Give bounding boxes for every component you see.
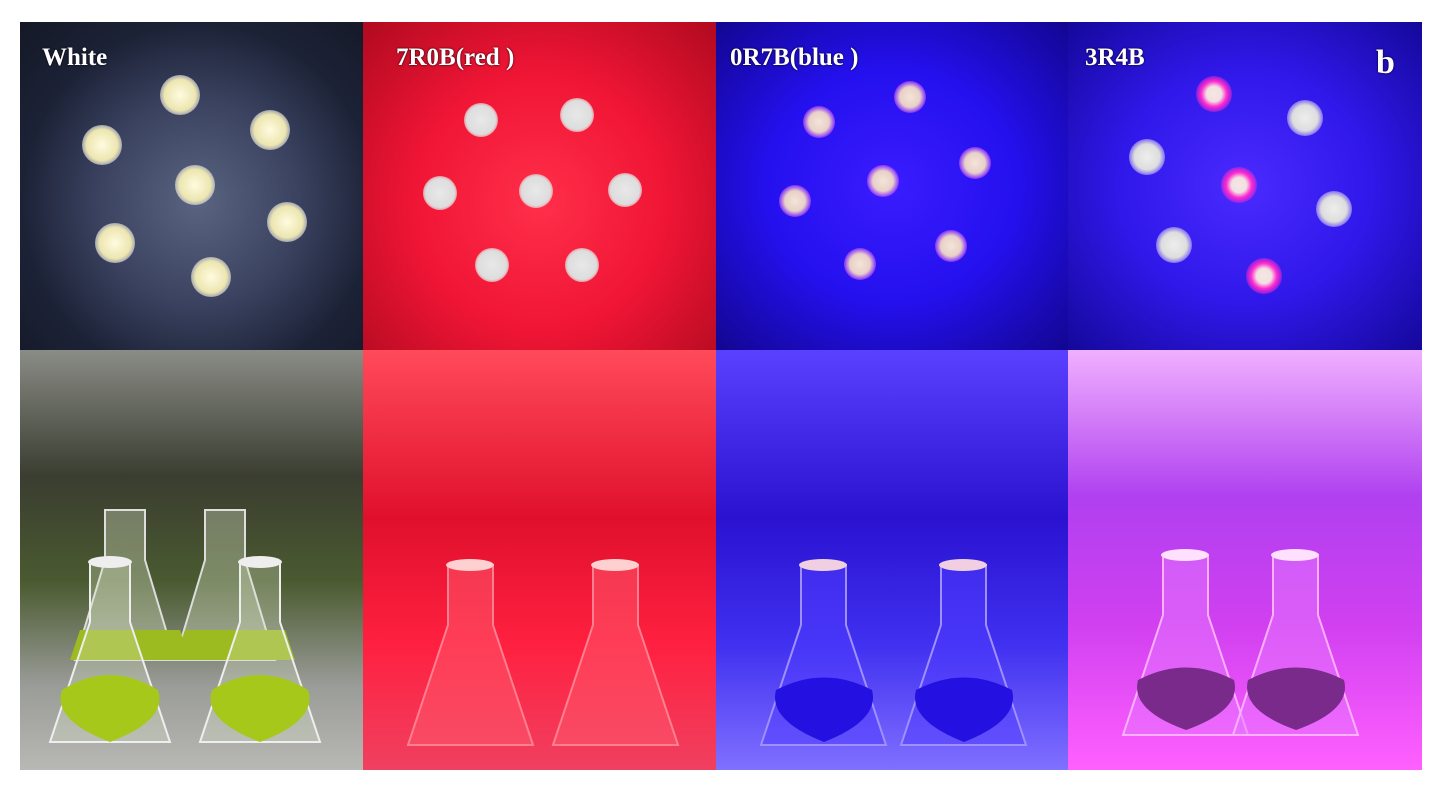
label-blue: 0R7B(blue ): [730, 44, 859, 71]
led-panel-3r4b: 3R4B b: [1068, 22, 1422, 350]
label-white: White: [42, 44, 108, 71]
flasks-white: [48, 509, 322, 743]
figure: White 7R0B(red ) 0R7B(blue ) 3R4B b: [20, 22, 1422, 770]
label-red: 7R0B(red ): [396, 44, 515, 71]
led-panel-blue: 0R7B(blue ): [716, 22, 1068, 350]
culture-photo-red: [363, 350, 716, 770]
led-panel-white: White: [20, 22, 363, 350]
led-panel-red: 7R0B(red ): [363, 22, 716, 350]
label-3r4b: 3R4B: [1085, 44, 1145, 71]
flasks-blue: [759, 559, 1028, 746]
flasks-red: [406, 559, 680, 746]
culture-photo-3r4b: [1068, 350, 1422, 770]
culture-photo-blue: [716, 350, 1068, 770]
panel-letter: b: [1376, 44, 1395, 81]
culture-photo-white: [20, 350, 363, 770]
flasks-3r4b: [1121, 549, 1360, 736]
